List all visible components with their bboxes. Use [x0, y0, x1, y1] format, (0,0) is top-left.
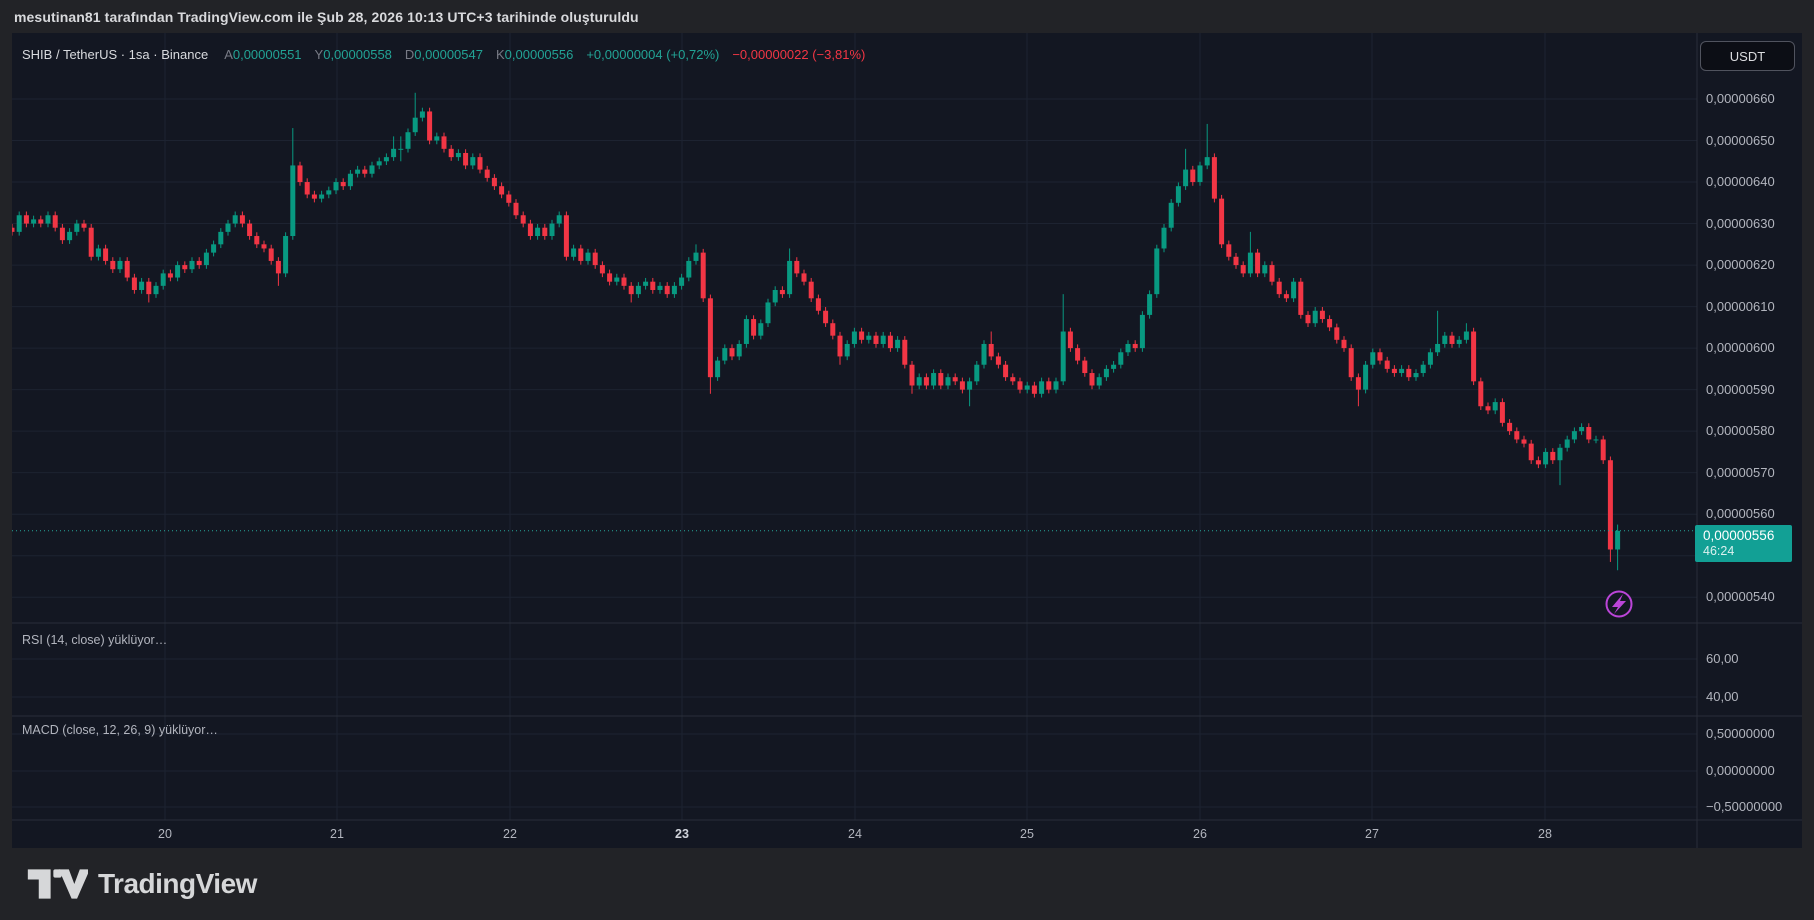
- close-value: K0,00000556: [495, 46, 574, 62]
- gridlines: [12, 33, 1802, 848]
- time-axis[interactable]: 20 21 22 23 24 25 26 27 28: [12, 822, 1697, 846]
- symbol-legend: SHIB / TetherUS · 1sa · Binance A0,00000…: [22, 44, 865, 64]
- currency-toggle-button[interactable]: USDT: [1700, 41, 1795, 71]
- time-axis-label: 27: [1365, 827, 1379, 841]
- time-axis-label: 25: [1020, 827, 1034, 841]
- price-axis-label: 0,00000650: [1706, 132, 1775, 148]
- time-axis-label: 21: [330, 827, 344, 841]
- attribution-bar: mesutinan81 tarafından TradingView.com i…: [0, 0, 1814, 33]
- time-axis-label: 26: [1193, 827, 1207, 841]
- indicator-axis-label: 40,00: [1706, 689, 1739, 704]
- tradingview-logo-icon: [27, 869, 88, 899]
- indicator-axis-label: −0,50000000: [1706, 799, 1783, 814]
- price-axis-label: 0,00000630: [1706, 215, 1775, 231]
- time-axis-label: 20: [158, 827, 172, 841]
- symbol-title: SHIB / TetherUS · 1sa · Binance: [22, 46, 209, 62]
- footer-bar: TradingView: [0, 848, 1814, 920]
- bar-countdown: 46:24: [1703, 543, 1735, 558]
- rsi-pane-label: RSI (14, close) yüklüyor…: [22, 633, 168, 647]
- tradingview-wordmark: TradingView: [98, 868, 257, 899]
- indicator-axis-label: 60,00: [1706, 651, 1739, 666]
- price-axis-label: 0,00000570: [1706, 464, 1775, 480]
- price-axis-label: 0,00000540: [1706, 589, 1775, 605]
- last-price-value: 0,00000556: [1703, 527, 1775, 543]
- price-axis-label: 0,00000610: [1706, 298, 1775, 314]
- change-negative: −0,00000022 (−3,81%): [732, 46, 866, 62]
- last-price-badge: 0,00000556 46:24: [1695, 524, 1792, 562]
- price-axis-label: 0,00000600: [1706, 340, 1775, 356]
- chart-region[interactable]: SHIB / TetherUS · 1sa · Binance A0,00000…: [12, 33, 1802, 848]
- indicator-axis-label: 0,50000000: [1706, 726, 1775, 741]
- price-axis[interactable]: 0,00000556 46:24 0,00000660 0,00000650 0,0…: [1695, 33, 1802, 848]
- time-axis-label: 22: [503, 827, 517, 841]
- attribution-text: mesutinan81 tarafından TradingView.com i…: [14, 8, 639, 25]
- price-axis-label: 0,00000660: [1706, 91, 1775, 106]
- price-axis-label: 0,00000620: [1706, 257, 1775, 273]
- price-axis-label: 0,00000560: [1706, 506, 1775, 522]
- price-axis-label: 0,00000590: [1706, 381, 1775, 397]
- price-axis-label: 0,00000640: [1706, 174, 1775, 190]
- indicator-axis-label: 0,00000000: [1706, 763, 1775, 778]
- change-positive: +0,00000004 (+0,72%): [586, 46, 720, 62]
- high-value: Y0,00000558: [314, 46, 392, 62]
- candles-series: [12, 92, 1621, 571]
- open-value: A0,00000551: [224, 46, 302, 62]
- price-axis-label: 0,00000580: [1706, 423, 1775, 439]
- time-axis-label: 24: [848, 827, 862, 841]
- time-axis-label: 28: [1538, 827, 1552, 841]
- time-axis-label: 23: [675, 827, 689, 841]
- lightning-event-icon[interactable]: [1605, 590, 1633, 618]
- low-value: D0,00000547: [404, 46, 483, 62]
- macd-pane-label: MACD (close, 12, 26, 9) yüklüyor…: [22, 723, 218, 737]
- candlestick-chart[interactable]: [12, 33, 1802, 848]
